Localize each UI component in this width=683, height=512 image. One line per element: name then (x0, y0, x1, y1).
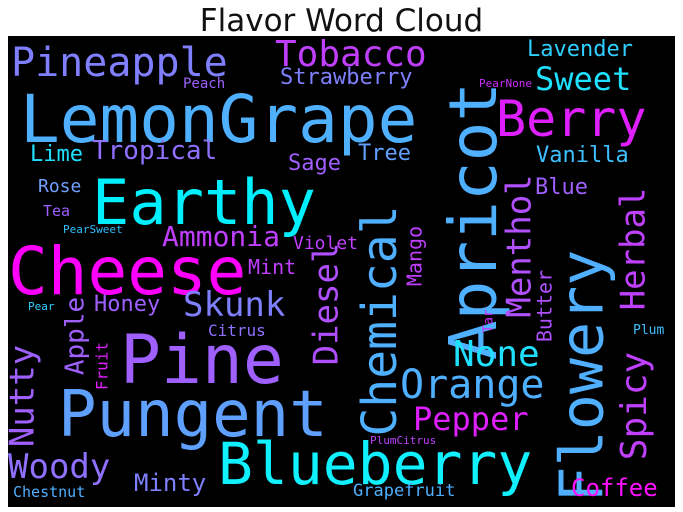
word-pineapple: Pineapple (11, 40, 228, 86)
word-flowery: Flowery (548, 250, 618, 503)
word-blueberry: Blueberry (218, 430, 532, 498)
word-nutty: Nutty (8, 345, 43, 447)
word-orange: Orange (400, 362, 545, 408)
word-lime: Lime (30, 142, 83, 167)
word-mint: Mint (248, 255, 296, 279)
word-coffee: Coffee (571, 474, 658, 502)
word-apple: Apple (61, 297, 91, 375)
word-earthy: Earthy (92, 166, 316, 239)
word-plum: Plum (633, 323, 664, 338)
word-pepper: Pepper (413, 400, 529, 438)
word-mango: Mango (403, 226, 427, 286)
word-plumcitrus: PlumCitrus (370, 434, 436, 447)
word-rose: Rose (38, 176, 81, 197)
word-diesel: Diesel (307, 243, 347, 366)
word-lemongrape: LemonGrape (20, 81, 417, 158)
word-skunk: Skunk (183, 285, 285, 325)
word-tobacco: Tobacco (275, 36, 427, 75)
word-chemical: Chemical (352, 205, 408, 436)
word-pear: Pear (28, 300, 55, 313)
word-cheese: Cheese (8, 233, 246, 310)
word-strawberry: Strawberry (280, 65, 412, 90)
word-berry: Berry (496, 90, 647, 148)
word-sage: Sage (288, 151, 341, 176)
word-lavender: Lavender (527, 37, 633, 62)
word-none: None (453, 334, 540, 375)
word-pearsweet: PearSweet (63, 223, 123, 236)
word-violet: Violet (293, 233, 358, 254)
word-tar: Tar (482, 309, 497, 333)
word-minty: Minty (134, 469, 206, 497)
word-spicy: Spicy (614, 352, 655, 460)
word-grapefruit: Grapefruit (353, 481, 455, 501)
word-peach: Peach (183, 76, 225, 92)
word-tropical: Tropical (92, 136, 217, 166)
word-pine: Pine (120, 321, 284, 400)
word-fruit: Fruit (93, 342, 112, 390)
word-herbal: Herbal (614, 188, 654, 311)
chart-title: Flavor Word Cloud (199, 3, 484, 39)
word-apricot: Apricot (435, 82, 512, 360)
word-cloud-canvas: Pineapple Tobacco Lavender Strawberry Sweet P… (8, 36, 675, 507)
word-sweet: Sweet (535, 60, 631, 98)
word-citrus: Citrus (208, 321, 266, 340)
word-tree: Tree (358, 141, 411, 166)
word-vanilla: Vanilla (536, 143, 629, 168)
word-menthol: Menthol (500, 174, 540, 317)
word-honey: Honey (94, 292, 160, 317)
word-butter: Butter (533, 270, 557, 342)
word-chestnut: Chestnut (13, 483, 85, 501)
word-pearnone: PearNone (479, 77, 532, 90)
word-tea: Tea (43, 202, 70, 220)
word-pungent: Pungent (58, 378, 328, 452)
word-ammonia: Ammonia (162, 220, 280, 253)
word-woody: Woody (8, 447, 110, 487)
word-blue: Blue (535, 175, 588, 200)
